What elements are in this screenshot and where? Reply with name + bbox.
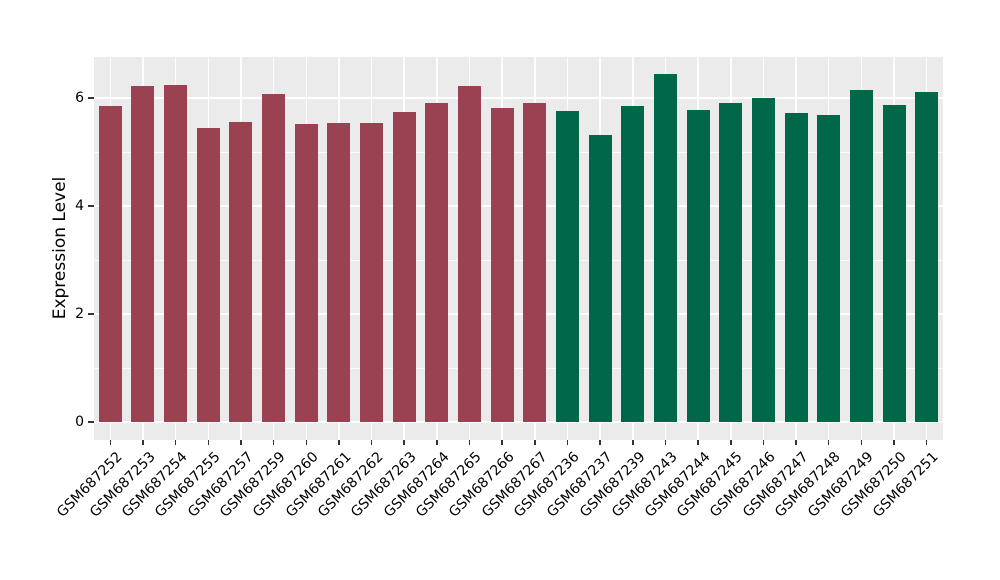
major-gridline-y-6 (94, 97, 943, 100)
major-gridline-y-2 (94, 313, 943, 316)
bar-GSM687248 (817, 114, 841, 423)
x-tick-GSM687266 (501, 440, 503, 445)
x-tick-GSM687249 (860, 440, 863, 445)
minor-gridline-y-3 (94, 259, 943, 261)
bar-GSM687252 (98, 106, 122, 423)
y-tick-0 (88, 421, 94, 423)
bar-GSM687263 (392, 111, 416, 423)
y-tick-label-6: 6 (75, 90, 84, 107)
bar-GSM687261 (327, 123, 351, 423)
x-tick-GSM687250 (893, 440, 895, 445)
y-tick-label-2: 2 (75, 306, 84, 323)
y-tick-2 (88, 313, 94, 315)
x-tick-GSM687239 (632, 440, 634, 445)
x-tick-GSM687264 (436, 440, 438, 445)
x-tick-GSM687267 (534, 440, 536, 445)
bar-GSM687257 (229, 122, 253, 423)
x-tick-GSM687236 (566, 440, 569, 445)
x-tick-GSM687248 (827, 440, 830, 445)
y-tick-4 (88, 205, 94, 207)
bar-GSM687245 (719, 103, 743, 423)
x-tick-GSM687262 (370, 440, 373, 445)
bar-GSM687254 (164, 84, 188, 423)
x-tick-GSM687261 (338, 440, 340, 445)
bar-GSM687267 (523, 103, 547, 423)
bar-GSM687262 (360, 123, 384, 423)
x-tick-GSM687253 (142, 440, 144, 445)
bar-GSM687265 (458, 86, 482, 423)
bar-GSM687236 (555, 110, 579, 423)
x-tick-GSM687263 (403, 440, 405, 445)
y-tick-label-0: 0 (75, 414, 84, 431)
x-tick-GSM687245 (730, 440, 732, 445)
x-tick-GSM687254 (174, 440, 177, 445)
major-gridline-y-4 (94, 205, 943, 208)
x-tick-GSM687260 (305, 440, 307, 445)
bar-GSM687246 (751, 97, 775, 423)
plot-panel: 0 2 4 6 GSM687252 GSM687253 GSM687254 GSM687255… (54, 57, 943, 521)
x-tick-GSM687255 (207, 440, 210, 445)
bar-GSM687259 (262, 93, 286, 423)
x-tick-GSM687246 (762, 440, 765, 445)
x-tick-GSM687244 (697, 440, 699, 445)
x-tick-GSM687251 (925, 440, 928, 445)
bar-GSM687247 (784, 112, 808, 423)
minor-gridline-y-1 (94, 367, 943, 369)
bar-GSM687251 (915, 91, 939, 423)
bar-GSM687237 (588, 134, 612, 423)
x-tick-GSM687237 (599, 440, 601, 445)
minor-gridline-y-5 (94, 151, 943, 153)
bar-GSM687253 (131, 86, 155, 423)
x-tick-GSM687252 (109, 440, 112, 445)
bar-GSM687250 (882, 105, 906, 423)
bar-GSM687239 (621, 105, 645, 423)
x-tick-GSM687265 (468, 440, 471, 445)
x-tick-GSM687243 (664, 440, 667, 445)
y-tick-label-4: 4 (75, 198, 84, 215)
bar-GSM687260 (294, 124, 318, 423)
bar-GSM687249 (849, 89, 873, 423)
bar-GSM687243 (653, 73, 677, 423)
x-tick-GSM687257 (240, 440, 242, 445)
bar-GSM687255 (196, 127, 220, 423)
major-gridline-y-0 (94, 421, 943, 424)
bar-GSM687264 (425, 103, 449, 423)
bar-GSM687244 (686, 109, 710, 423)
bar-GSM687266 (490, 107, 514, 423)
x-tick-GSM687247 (795, 440, 797, 445)
y-tick-6 (88, 97, 94, 99)
x-tick-GSM687259 (272, 440, 275, 445)
